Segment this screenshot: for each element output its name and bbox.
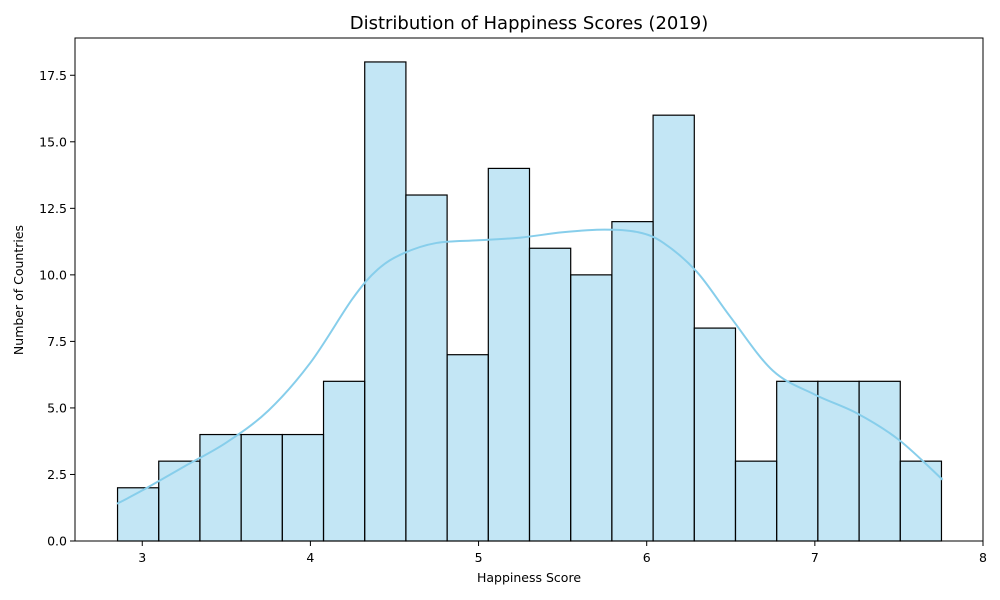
histogram-bar-3 <box>199 433 242 542</box>
histogram-bar-20 <box>899 460 943 542</box>
histogram-bar-13 <box>611 221 654 542</box>
histogram-bar-14 <box>652 114 695 542</box>
histogram-bar-17 <box>776 380 819 542</box>
histogram-bar-16 <box>734 460 778 542</box>
y-tick-label: 10.0 <box>39 267 67 282</box>
x-tick-label: 7 <box>811 550 819 565</box>
histogram-bar-11 <box>528 247 572 542</box>
y-tick-label: 7.5 <box>47 334 67 349</box>
histogram-bar-9 <box>446 354 489 542</box>
x-axis-ticks: 3 4 5 6 7 8 <box>138 541 987 565</box>
x-tick-label: 5 <box>475 550 483 565</box>
y-tick-label: 5.0 <box>47 400 67 415</box>
histogram-bar-4 <box>240 433 283 542</box>
histogram-bar-15 <box>693 327 737 542</box>
y-tick-label: 0.0 <box>47 534 67 549</box>
y-tick-label: 17.5 <box>39 68 67 83</box>
histogram-bar-6 <box>322 380 366 542</box>
y-tick-label: 12.5 <box>39 201 67 216</box>
histogram-bar-8 <box>405 194 448 542</box>
x-tick-label: 8 <box>979 550 987 565</box>
x-axis-label: Happiness Score <box>477 570 581 585</box>
x-tick-label: 4 <box>306 550 314 565</box>
x-tick-label: 6 <box>643 550 651 565</box>
histogram-bar-18 <box>817 380 860 542</box>
histogram-bar-5 <box>281 433 325 542</box>
plot-frame <box>74 37 984 542</box>
histogram-bar-1 <box>116 487 160 542</box>
histogram-bar-7 <box>364 61 407 542</box>
kde-curve <box>116 228 944 505</box>
histogram-bar-2 <box>158 460 201 542</box>
histogram-bars <box>116 61 943 542</box>
y-tick-label: 2.5 <box>47 467 67 482</box>
chart-title: Distribution of Happiness Scores (2019) <box>350 13 709 34</box>
histogram-bar-10 <box>487 167 531 542</box>
histogram-bar-12 <box>570 274 613 542</box>
x-tick-label: 3 <box>138 550 146 565</box>
y-axis-ticks: 0.0 2.5 5.0 7.5 10.0 12.5 15.0 17.5 <box>39 68 75 549</box>
y-tick-label: 15.0 <box>39 134 67 149</box>
histogram-bar-19 <box>858 380 901 542</box>
y-axis-label: Number of Countries <box>11 225 26 355</box>
